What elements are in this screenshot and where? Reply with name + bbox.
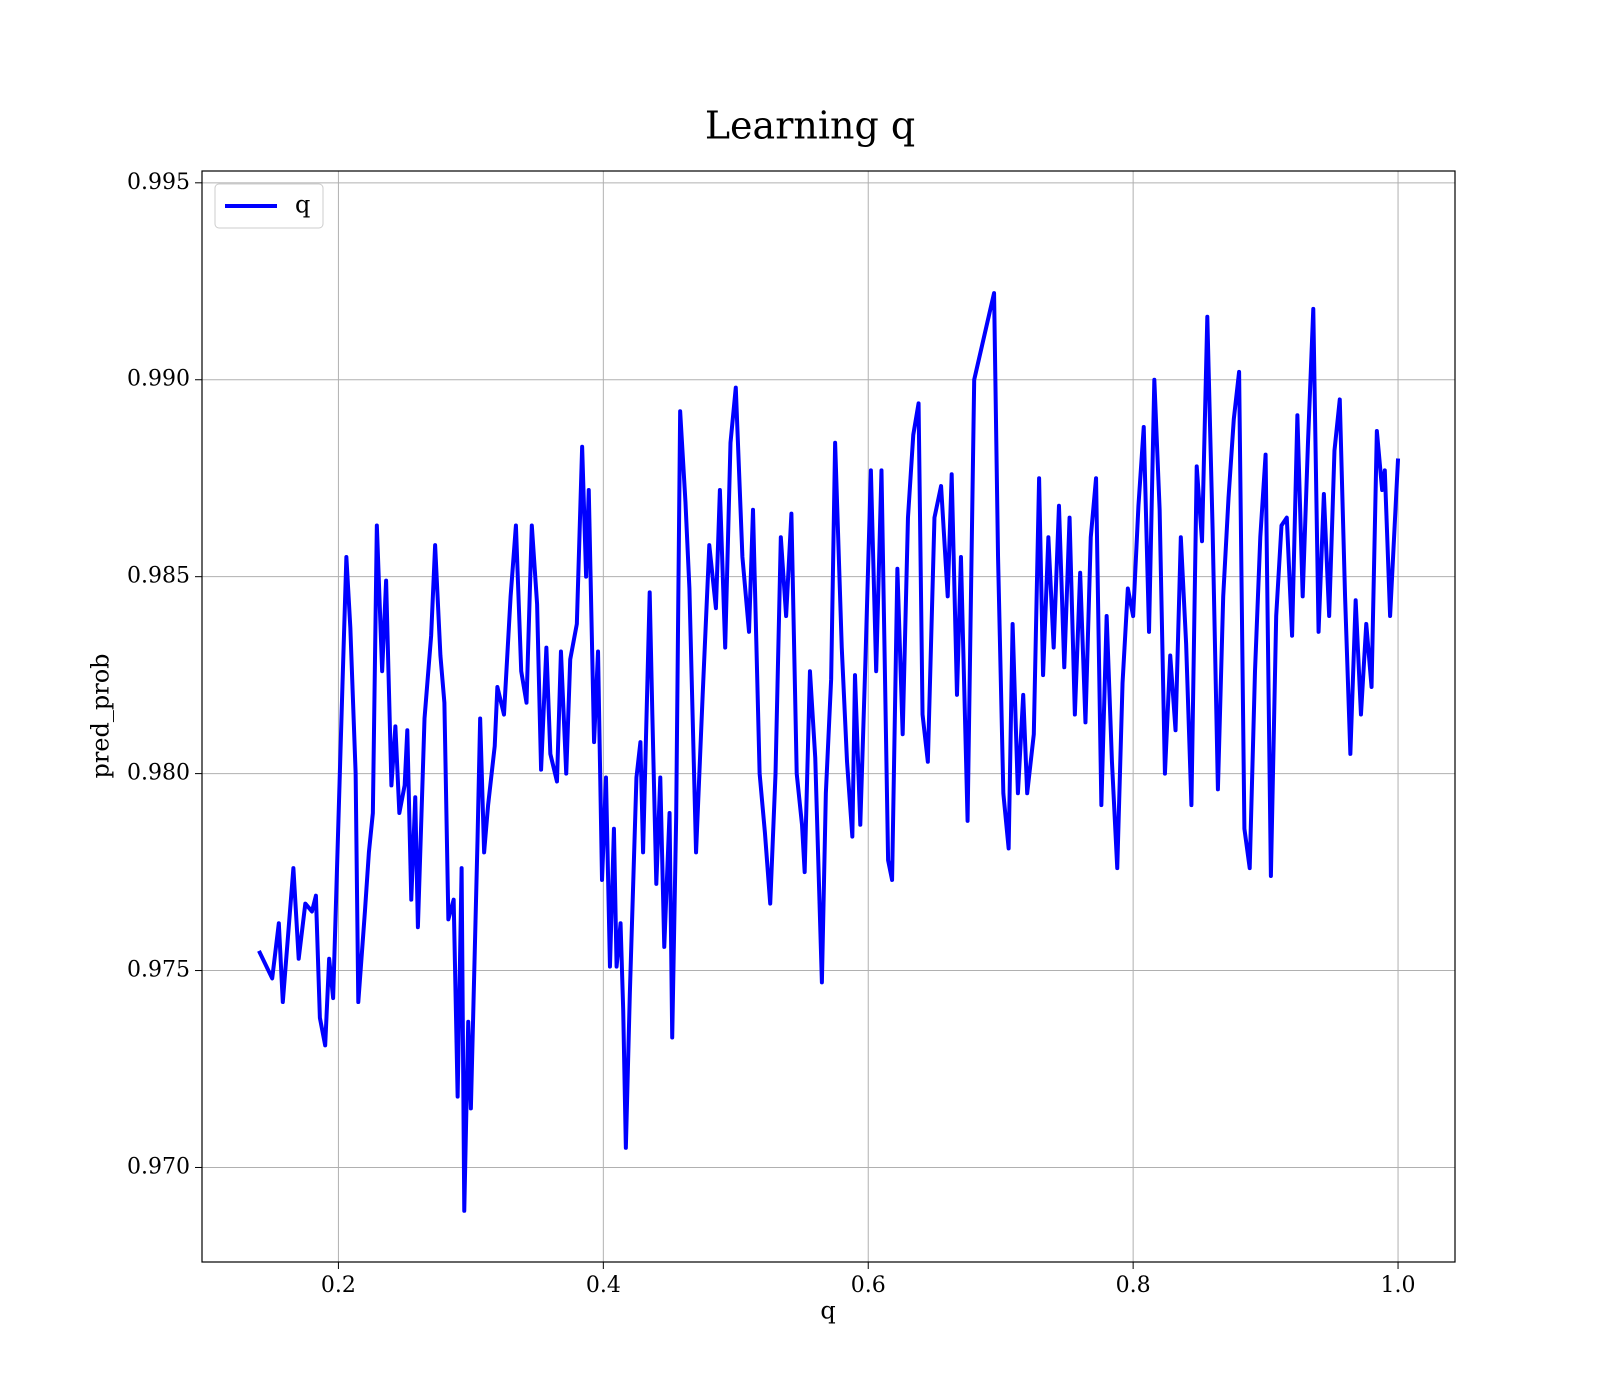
plot-frame [201, 170, 1456, 1263]
data-line [257, 291, 1401, 1213]
y-axis-label: pred_prob [87, 653, 115, 778]
x-axis-label: q [820, 1297, 835, 1325]
legend-label: q [295, 191, 310, 219]
x-tick-label: 0.6 [851, 1273, 886, 1298]
y-tick-label: 0.975 [127, 958, 190, 983]
x-tick-label: 0.2 [321, 1273, 356, 1298]
y-tick-label: 0.990 [127, 367, 190, 392]
chart-title: Learning q [705, 104, 915, 148]
y-tick-label: 0.970 [127, 1154, 190, 1179]
x-tick-label: 0.4 [586, 1273, 621, 1298]
x-tick-label: 1.0 [1381, 1273, 1416, 1298]
y-tick-label: 0.985 [127, 564, 190, 589]
y-tick-label: 0.995 [127, 170, 190, 195]
x-tick-label: 0.8 [1116, 1273, 1151, 1298]
y-tick-label: 0.980 [127, 761, 190, 786]
